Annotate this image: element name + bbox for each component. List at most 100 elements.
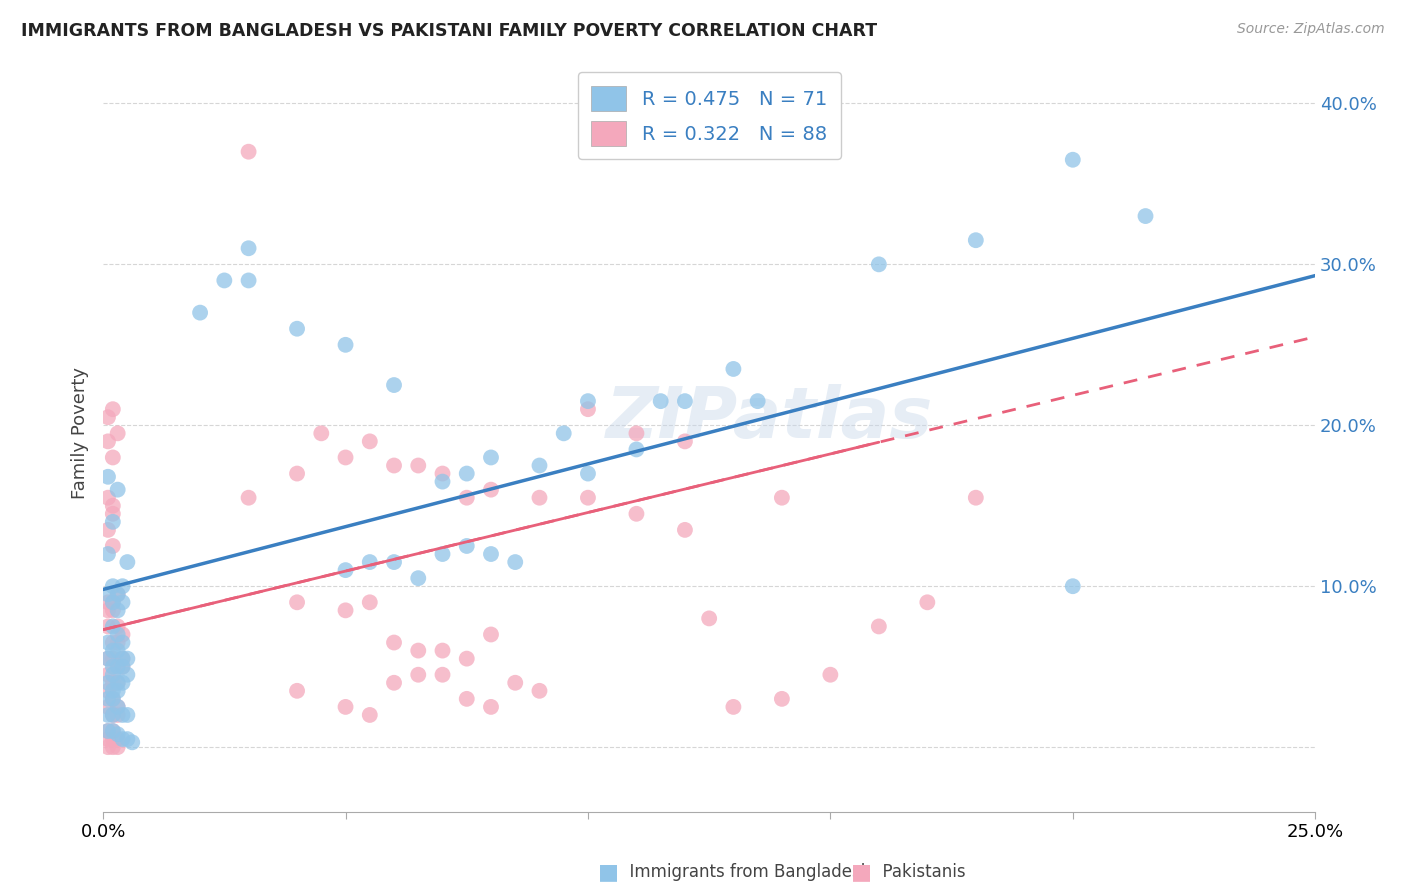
Point — [107, 643, 129, 657]
Point — [101, 740, 124, 755]
Point — [820, 667, 842, 681]
Point — [107, 740, 129, 755]
Point — [406, 667, 429, 681]
Point — [1062, 153, 1084, 167]
Point — [238, 491, 260, 505]
Point — [107, 675, 129, 690]
Point — [107, 659, 129, 673]
Point — [432, 667, 454, 681]
Point — [107, 708, 129, 723]
Legend: R = 0.475   N = 71, R = 0.322   N = 88: R = 0.475 N = 71, R = 0.322 N = 88 — [578, 72, 841, 160]
Point — [285, 467, 308, 481]
Point — [101, 402, 124, 417]
Point — [238, 145, 260, 159]
Point — [97, 724, 120, 739]
Point — [101, 667, 124, 681]
Point — [382, 635, 405, 649]
Point — [107, 675, 129, 690]
Y-axis label: Family Poverty: Family Poverty — [72, 368, 89, 500]
Point — [285, 322, 308, 336]
Point — [432, 475, 454, 489]
Point — [97, 683, 120, 698]
Point — [868, 619, 890, 633]
Point — [107, 587, 129, 601]
Point — [97, 595, 120, 609]
Point — [503, 675, 526, 690]
Point — [97, 699, 120, 714]
Point — [479, 699, 502, 714]
Point — [285, 683, 308, 698]
Point — [101, 515, 124, 529]
Point — [107, 699, 129, 714]
Point — [97, 587, 120, 601]
Point — [382, 555, 405, 569]
Point — [111, 651, 134, 665]
Point — [107, 699, 129, 714]
Point — [97, 691, 120, 706]
Point — [101, 675, 124, 690]
Point — [359, 595, 381, 609]
Point — [456, 491, 478, 505]
Point — [868, 257, 890, 271]
Point — [117, 708, 139, 723]
Point — [335, 603, 357, 617]
Point — [97, 470, 120, 484]
Point — [101, 539, 124, 553]
Point — [121, 735, 143, 749]
Point — [382, 675, 405, 690]
Point — [97, 675, 120, 690]
Point — [101, 708, 124, 723]
Point — [432, 467, 454, 481]
Text: ■: ■ — [598, 863, 619, 882]
Point — [626, 442, 648, 457]
Point — [97, 724, 120, 739]
Point — [626, 426, 648, 441]
Text: Pakistanis: Pakistanis — [872, 863, 966, 881]
Point — [770, 691, 793, 706]
Point — [97, 434, 120, 449]
Point — [107, 683, 129, 698]
Point — [107, 587, 129, 601]
Point — [97, 635, 120, 649]
Point — [1135, 209, 1157, 223]
Point — [101, 579, 124, 593]
Point — [111, 627, 134, 641]
Text: Immigrants from Bangladesh: Immigrants from Bangladesh — [619, 863, 870, 881]
Point — [107, 727, 129, 741]
Point — [576, 491, 599, 505]
Point — [747, 394, 769, 409]
Point — [479, 547, 502, 561]
Point — [723, 362, 745, 376]
Point — [111, 659, 134, 673]
Point — [238, 273, 260, 287]
Point — [97, 732, 120, 747]
Point — [673, 394, 696, 409]
Point — [382, 378, 405, 392]
Point — [97, 651, 120, 665]
Point — [111, 595, 134, 609]
Point — [111, 659, 134, 673]
Point — [107, 603, 129, 617]
Point — [673, 434, 696, 449]
Point — [101, 732, 124, 747]
Point — [382, 458, 405, 473]
Point — [117, 732, 139, 747]
Point — [107, 659, 129, 673]
Text: Source: ZipAtlas.com: Source: ZipAtlas.com — [1237, 22, 1385, 37]
Point — [111, 675, 134, 690]
Point — [432, 643, 454, 657]
Point — [111, 732, 134, 747]
Point — [965, 233, 987, 247]
Point — [479, 450, 502, 465]
Text: ZIPatlas: ZIPatlas — [606, 384, 934, 453]
Point — [101, 603, 124, 617]
Point — [456, 651, 478, 665]
Point — [359, 555, 381, 569]
Point — [335, 450, 357, 465]
Point — [101, 659, 124, 673]
Point — [479, 627, 502, 641]
Point — [107, 627, 129, 641]
Point — [101, 708, 124, 723]
Point — [576, 402, 599, 417]
Point — [101, 499, 124, 513]
